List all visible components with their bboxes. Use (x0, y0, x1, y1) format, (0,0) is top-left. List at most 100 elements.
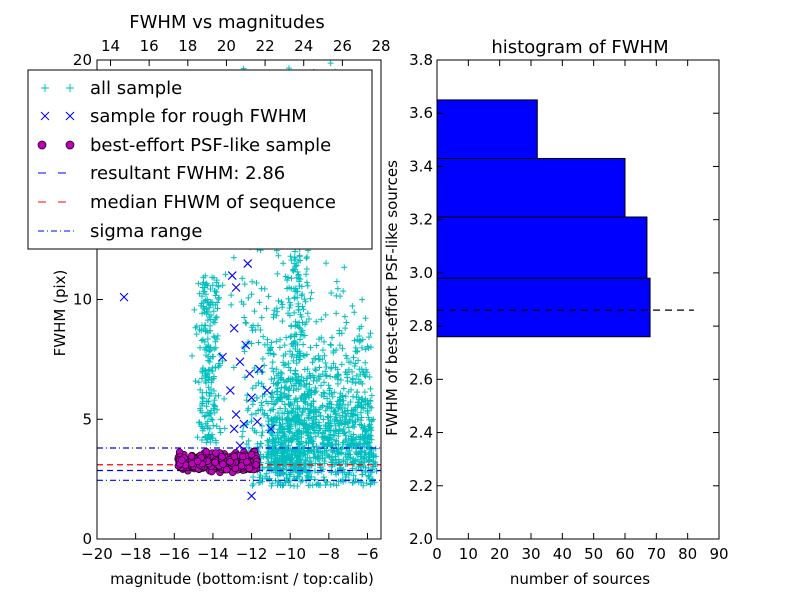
point-all-sample (332, 364, 339, 371)
point-all-sample (202, 420, 209, 427)
point-all-sample (319, 347, 326, 354)
point-all-sample (275, 462, 282, 469)
right-y-tick-label: 3.6 (409, 104, 433, 122)
point-all-sample (327, 431, 334, 438)
point-all-sample (210, 301, 217, 308)
point-all-sample (354, 456, 361, 463)
point-all-sample (327, 365, 334, 372)
point-all-sample (313, 446, 320, 453)
point-all-sample (339, 401, 346, 408)
point-all-sample (277, 481, 284, 488)
right-x-tick-label: 90 (709, 545, 728, 563)
point-all-sample (259, 429, 266, 436)
left-x-tick-label: −12 (236, 545, 268, 563)
point-all-sample (322, 359, 329, 366)
point-all-sample (349, 376, 356, 383)
left-x-tick-label: −10 (274, 545, 306, 563)
point-all-sample (317, 382, 324, 389)
right-y-tick-label: 2.4 (409, 424, 433, 442)
point-all-sample (258, 422, 265, 429)
left-x-tick-label: −20 (81, 545, 113, 563)
point-all-sample (291, 370, 298, 377)
point-all-sample (348, 407, 355, 414)
point-all-sample (191, 306, 198, 313)
point-all-sample (300, 332, 307, 339)
point-all-sample (312, 384, 319, 391)
point-all-sample (274, 388, 281, 395)
point-all-sample (205, 398, 212, 405)
point-all-sample (262, 473, 269, 480)
point-all-sample (303, 439, 310, 446)
point-all-sample (343, 319, 350, 326)
point-all-sample (239, 428, 246, 435)
point-all-sample (353, 372, 360, 379)
point-all-sample (209, 282, 216, 289)
point-all-sample (355, 357, 362, 364)
point-all-sample (255, 322, 262, 329)
point-best-effort (178, 456, 186, 464)
point-all-sample (201, 338, 208, 345)
point-all-sample (281, 401, 288, 408)
point-all-sample (301, 398, 308, 405)
point-all-sample (362, 449, 369, 456)
point-all-sample (200, 288, 207, 295)
point-all-sample (207, 286, 214, 293)
left-y-tick-label: 10 (73, 291, 92, 309)
point-all-sample (275, 252, 282, 259)
point-best-effort (211, 458, 219, 467)
point-all-sample (359, 296, 366, 303)
point-all-sample (212, 437, 219, 444)
point-all-sample (208, 433, 215, 440)
point-all-sample (318, 316, 325, 323)
point-all-sample (221, 425, 228, 432)
point-all-sample (197, 405, 204, 412)
right-y-tick-label: 2.2 (409, 477, 433, 495)
point-all-sample (208, 390, 215, 397)
point-all-sample (347, 359, 354, 366)
point-rough-fwhm (254, 364, 264, 374)
point-all-sample (341, 264, 348, 271)
point-all-sample (288, 332, 295, 339)
point-all-sample (306, 482, 313, 489)
left-top-tick-label: 22 (256, 37, 275, 55)
left-y-axis-label: FWHM (pix) (51, 270, 69, 357)
point-all-sample (278, 435, 285, 442)
point-all-sample (286, 437, 293, 444)
legend-label: sample for rough FWHM (90, 106, 307, 127)
left-top-tick-label: 14 (101, 37, 120, 55)
point-all-sample (322, 427, 329, 434)
point-all-sample (354, 411, 361, 418)
point-all-sample (330, 448, 337, 455)
point-all-sample (309, 359, 316, 366)
point-all-sample (274, 482, 281, 489)
point-all-sample (258, 380, 265, 387)
point-all-sample (212, 338, 219, 345)
point-all-sample (316, 355, 323, 362)
point-all-sample (304, 366, 311, 373)
right-y-tick-label: 3.4 (409, 157, 433, 175)
point-all-sample (305, 447, 312, 454)
point-all-sample (299, 409, 306, 416)
point-all-sample (289, 266, 296, 273)
point-all-sample (328, 342, 335, 349)
legend-marker-x (65, 111, 75, 121)
point-all-sample (198, 337, 205, 344)
point-all-sample (363, 480, 370, 487)
point-all-sample (304, 310, 311, 317)
point-all-sample (351, 337, 358, 344)
point-all-sample (206, 410, 213, 417)
point-all-sample (349, 479, 356, 486)
point-all-sample (274, 385, 281, 392)
point-all-sample (200, 304, 207, 311)
point-all-sample (294, 411, 301, 418)
histogram-bar (436, 216, 648, 279)
point-all-sample (301, 296, 308, 303)
point-all-sample (349, 303, 356, 310)
point-all-sample (278, 299, 285, 306)
point-all-sample (295, 275, 302, 282)
point-all-sample (198, 402, 205, 409)
point-all-sample (333, 438, 340, 445)
point-all-sample (248, 340, 255, 347)
point-all-sample (338, 445, 345, 452)
point-all-sample (241, 374, 248, 381)
